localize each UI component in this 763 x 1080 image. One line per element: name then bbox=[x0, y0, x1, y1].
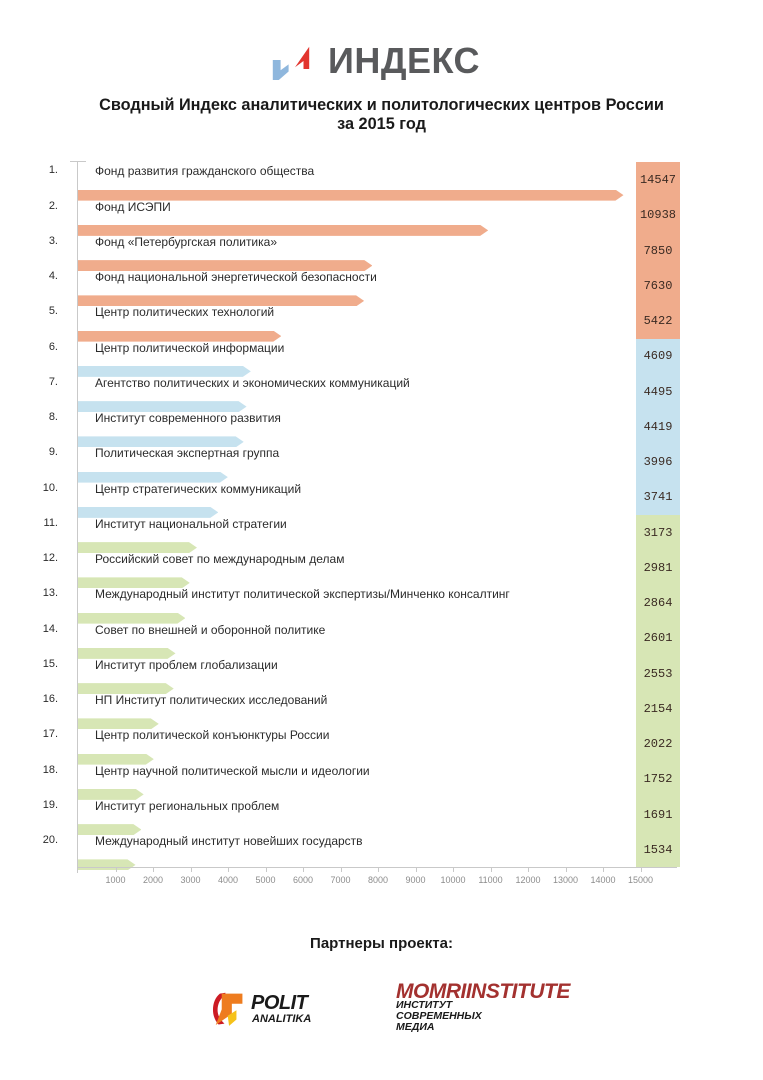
svg-text:ИНДЕКС: ИНДЕКС bbox=[328, 40, 480, 80]
